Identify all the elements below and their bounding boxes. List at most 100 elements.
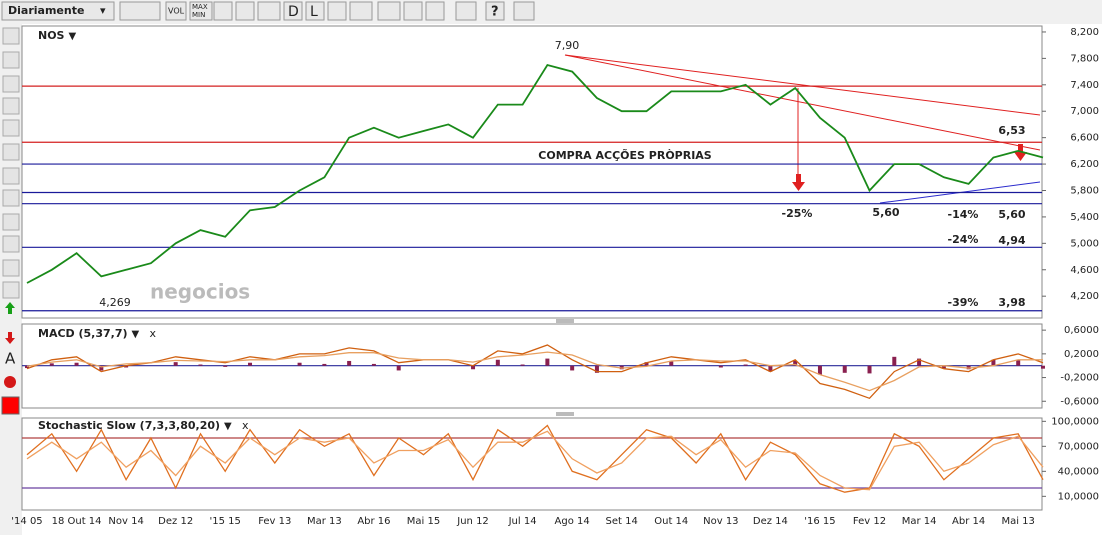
annotation: 6,53	[998, 124, 1025, 137]
series-line	[26, 63, 1044, 284]
button-label: L	[310, 4, 318, 20]
button-label: D	[288, 4, 299, 20]
histogram-bar	[991, 359, 996, 366]
button-label: MIN	[192, 11, 205, 19]
down-arrow-tool[interactable]	[5, 332, 15, 344]
x-tick-label: '15 15	[210, 516, 241, 527]
trend-line	[564, 54, 1041, 151]
histogram-bar	[297, 362, 302, 366]
period-select[interactable]	[1, 1, 115, 21]
up-arrow-tool[interactable]	[5, 302, 15, 314]
y-tick-label: 7,800	[1070, 53, 1099, 64]
y-tick-label: 6,200	[1070, 159, 1099, 170]
y-tick-label: 7,400	[1070, 80, 1099, 91]
annotation: -39%	[948, 296, 979, 309]
y-tick-label: 7,000	[1070, 106, 1099, 117]
histogram-bar	[322, 363, 327, 366]
annotation: 3,98	[998, 296, 1025, 309]
splitter[interactable]	[556, 319, 574, 323]
histogram-bar	[99, 365, 104, 371]
x-tick-label: Nov 14	[108, 516, 143, 527]
histogram-bar	[917, 358, 922, 366]
tool-button[interactable]	[2, 27, 20, 45]
x-tick-label: Abr 16	[357, 516, 390, 527]
y-tick-label: 5,400	[1070, 212, 1099, 223]
panel-title: MACD (5,37,7)	[38, 327, 128, 340]
histogram-bar	[1016, 359, 1021, 366]
x-tick-label: '16 15	[804, 516, 835, 527]
histogram-bar	[124, 365, 129, 368]
x-tick-label: 18 Out 14	[52, 516, 102, 527]
annotation: -25%	[782, 207, 813, 220]
menu-icon[interactable]: ▼	[68, 31, 76, 42]
book-button[interactable]	[513, 1, 535, 21]
x-tick-label: Fev 13	[258, 516, 291, 527]
histogram-bar	[793, 360, 798, 366]
tool-button[interactable]	[2, 259, 20, 277]
chart-type-button[interactable]	[119, 1, 161, 21]
y-tick-label: 5,000	[1070, 238, 1099, 249]
tool-button[interactable]	[2, 213, 20, 231]
color-tool[interactable]	[1, 396, 20, 415]
histogram-bar	[173, 362, 178, 366]
splitter[interactable]	[556, 412, 574, 416]
compare-button[interactable]	[257, 1, 281, 21]
histogram-bar	[198, 364, 203, 366]
x-tick-label: Set 14	[606, 516, 638, 527]
y-tick-label: 8,200	[1070, 27, 1099, 38]
tool-button[interactable]	[2, 119, 20, 137]
percent-button[interactable]	[235, 1, 255, 21]
tool-button[interactable]	[2, 167, 20, 185]
annotation: 5,60	[998, 208, 1025, 221]
close-icon[interactable]: x	[242, 419, 249, 432]
annotation: 5,60	[872, 206, 899, 219]
button-label: MAX	[192, 3, 208, 11]
tool-button[interactable]	[2, 143, 20, 161]
line-button[interactable]	[349, 1, 373, 21]
tool-button[interactable]	[2, 189, 20, 207]
grid-button[interactable]	[213, 1, 233, 21]
annotation: 7,90	[555, 39, 580, 52]
watermark: negocios	[150, 280, 250, 304]
y-tick-label: 6,600	[1070, 133, 1099, 144]
histogram-bar	[74, 362, 79, 366]
crosshair-button[interactable]	[327, 1, 347, 21]
series-line	[26, 424, 1044, 493]
y-tick-label: 100,0000	[1051, 416, 1099, 427]
d-button[interactable]	[283, 1, 303, 21]
x-tick-label: Abr 14	[952, 516, 985, 527]
tool-button[interactable]	[2, 75, 20, 93]
y-tick-label: 4,200	[1070, 291, 1099, 302]
annotation: 4,94	[998, 234, 1025, 247]
zoom-in-button[interactable]	[425, 1, 445, 21]
l-button[interactable]	[305, 1, 325, 21]
tool-button[interactable]	[2, 51, 20, 69]
delete-tool[interactable]	[4, 376, 16, 388]
help-button[interactable]	[485, 1, 505, 21]
menu-icon[interactable]: ▼	[224, 421, 232, 432]
y-tick-label: 10,0000	[1058, 491, 1099, 502]
zoom-out-button[interactable]	[403, 1, 423, 21]
print-button[interactable]	[455, 1, 477, 21]
annotation: -24%	[948, 233, 979, 246]
histogram-bar	[520, 364, 525, 366]
series-line	[26, 351, 1043, 392]
tool-button[interactable]	[2, 281, 20, 299]
close-icon[interactable]: x	[150, 327, 157, 340]
tool-button[interactable]	[2, 97, 20, 115]
maxmin-button[interactable]	[189, 1, 213, 21]
menu-icon[interactable]: ▼	[132, 329, 140, 340]
x-tick-label: Jul 14	[508, 516, 537, 527]
vol-button[interactable]	[165, 1, 187, 21]
tool-button[interactable]	[2, 235, 20, 253]
y-tick-label: 4,600	[1070, 265, 1099, 276]
histogram-bar	[669, 361, 674, 366]
draw-button[interactable]	[377, 1, 401, 21]
down-arrow	[1014, 144, 1027, 161]
y-tick-label: -0,2000	[1060, 373, 1099, 384]
y-tick-label: 5,800	[1070, 185, 1099, 196]
histogram-bar	[347, 360, 352, 366]
y-tick-label: 0,6000	[1064, 325, 1099, 336]
histogram-bar	[743, 364, 748, 366]
